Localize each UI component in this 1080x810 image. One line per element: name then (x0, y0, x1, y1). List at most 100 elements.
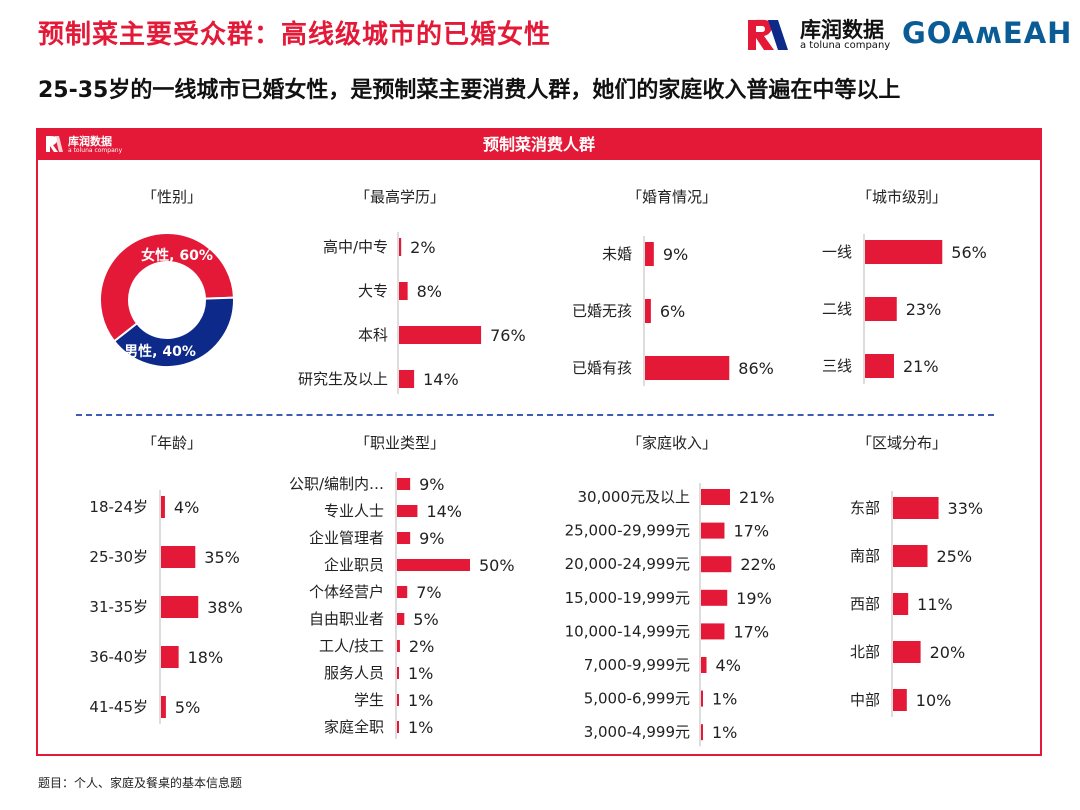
marriage-title: 「婚育情况」 (627, 188, 717, 206)
age-title: 「年龄」 (142, 434, 202, 452)
region-bar (893, 641, 921, 663)
occupation-value-label: 50% (479, 556, 515, 575)
education-bar (399, 282, 408, 300)
donut-slice-male (112, 296, 235, 368)
occupation-bar (397, 613, 405, 625)
region-bar (893, 593, 909, 615)
income-category-label: 7,000-9,999元 (584, 656, 690, 674)
panel-title: 预制菜消费人群 (482, 135, 595, 154)
marriage-bar (645, 299, 651, 323)
region-category-label: 中部 (850, 691, 880, 709)
education-bar (399, 370, 415, 388)
age-bar (161, 496, 165, 518)
income-category-label: 3,000-4,999元 (584, 723, 690, 741)
age-category-label: 31-35岁 (89, 598, 148, 616)
marriage-value-label: 86% (738, 359, 774, 378)
kantar-logo-sub: a toluna company (800, 40, 891, 51)
age-value-label: 35% (204, 548, 240, 567)
occupation-bar (397, 559, 470, 571)
marriage-category-label: 已婚有孩 (572, 359, 632, 377)
donut-slice-female (99, 232, 235, 343)
education-value-label: 8% (417, 282, 442, 301)
occupation-value-label: 1% (408, 718, 433, 737)
income-value-label: 21% (739, 488, 775, 507)
region-bar (893, 689, 907, 711)
income-value-label: 1% (712, 690, 737, 709)
occupation-category-label: 学生 (354, 691, 384, 709)
age-category-label: 18-24岁 (89, 498, 148, 516)
income-value-label: 4% (716, 656, 741, 675)
marriage-value-label: 9% (663, 245, 688, 264)
income-bar (701, 522, 725, 539)
income-category-label: 15,000-19,999元 (565, 589, 690, 607)
occupation-category-label: 个体经营户 (309, 583, 384, 601)
region-value-label: 10% (916, 691, 952, 710)
occupation-bar (397, 640, 400, 652)
region-bar (893, 545, 928, 567)
age-bar (161, 546, 196, 568)
occupation-value-label: 9% (419, 475, 444, 494)
gender-title: 「性别」 (142, 188, 202, 206)
region-value-label: 25% (937, 547, 973, 566)
occupation-bar (397, 721, 399, 733)
section-divider (76, 414, 994, 416)
income-category-label: 30,000元及以上 (578, 488, 691, 506)
city-value-label: 56% (951, 243, 987, 262)
occupation-value-label: 2% (409, 637, 434, 656)
occupation-value-label: 5% (413, 610, 438, 629)
occupation-title: 「职业类型」 (355, 434, 445, 452)
consumer-panel: 库润数据 a toluna company 预制菜消费人群 (36, 128, 1042, 756)
age-category-label: 36-40岁 (89, 648, 148, 666)
education-title: 「最高学历」 (355, 188, 445, 206)
occupation-value-label: 7% (416, 583, 441, 602)
occupation-category-label: 公职/编制内… (289, 475, 384, 493)
income-bar (701, 623, 725, 640)
occupation-category-label: 自由职业者 (309, 610, 384, 628)
occupation-category-label: 企业职员 (324, 556, 384, 574)
education-value-label: 2% (410, 238, 435, 257)
region-value-label: 20% (930, 643, 966, 662)
income-title: 「家庭收入」 (627, 434, 717, 452)
occupation-value-label: 1% (408, 691, 433, 710)
marriage-category-label: 未婚 (602, 245, 632, 263)
age-category-label: 41-45岁 (89, 698, 148, 716)
region-bar (893, 497, 939, 519)
region-category-label: 南部 (850, 547, 880, 565)
age-bar (161, 696, 166, 718)
occupation-category-label: 专业人士 (324, 502, 384, 520)
marriage-bar (645, 242, 654, 266)
occupation-bar (397, 667, 399, 679)
city-bar (865, 240, 943, 264)
income-value-label: 17% (733, 522, 769, 541)
marriage-category-label: 已婚无孩 (572, 302, 632, 320)
age-value-label: 38% (207, 598, 243, 617)
education-bar (399, 238, 402, 256)
marriage-value-label: 6% (660, 302, 685, 321)
income-value-label: 1% (712, 723, 737, 742)
education-category-label: 高中/中专 (323, 238, 388, 256)
occupation-value-label: 14% (426, 502, 462, 521)
income-value-label: 22% (740, 555, 776, 574)
occupation-category-label: 企业管理者 (309, 529, 384, 547)
income-value-label: 17% (733, 622, 769, 641)
income-bar (701, 724, 703, 741)
age-category-label: 25-30岁 (89, 548, 148, 566)
mini-logo-name: 库润数据 (68, 135, 112, 148)
education-category-label: 研究生及以上 (298, 370, 388, 388)
region-category-label: 西部 (850, 595, 880, 613)
panel-header: 库润数据 a toluna company 预制菜消费人群 (38, 130, 1040, 160)
marriage-bar (645, 356, 730, 380)
income-bar (701, 589, 728, 606)
income-category-label: 10,000-14,999元 (565, 622, 690, 640)
footer-note: 题目：个人、家庭及餐桌的基本信息题 (38, 776, 243, 790)
region-category-label: 北部 (850, 643, 880, 661)
education-value-label: 76% (490, 326, 526, 345)
occupation-bar (397, 478, 411, 490)
occupation-category-label: 家庭全职 (324, 718, 384, 736)
age-value-label: 5% (175, 698, 200, 717)
city-category-label: 一线 (822, 243, 852, 261)
page-title: 预制菜主要受众群：高线级城市的已婚女性 (38, 20, 552, 50)
age-value-label: 4% (174, 498, 199, 517)
city-bar (865, 354, 894, 378)
education-category-label: 大专 (358, 282, 388, 300)
